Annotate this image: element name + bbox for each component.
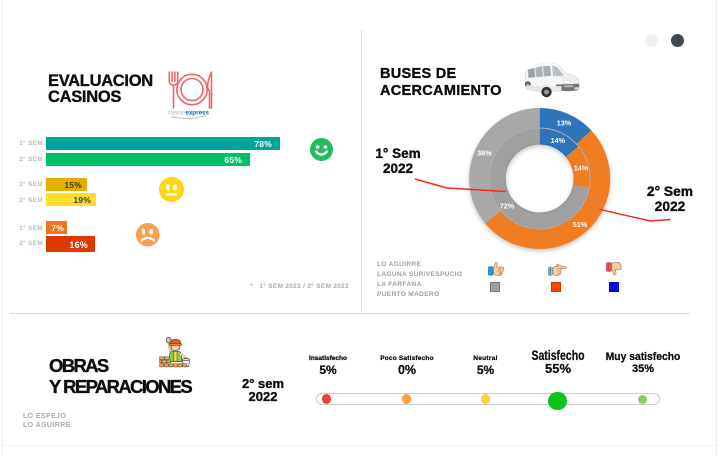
svg-text:13%: 13% (557, 118, 572, 127)
svg-text:72%: 72% (500, 201, 515, 210)
svg-text:51%: 51% (573, 220, 588, 229)
svg-text:14%: 14% (551, 136, 566, 145)
svg-text:casinoexpress: casinoexpress (168, 110, 210, 117)
svg-text:14%: 14% (574, 164, 589, 173)
svg-text:36%: 36% (477, 148, 492, 157)
